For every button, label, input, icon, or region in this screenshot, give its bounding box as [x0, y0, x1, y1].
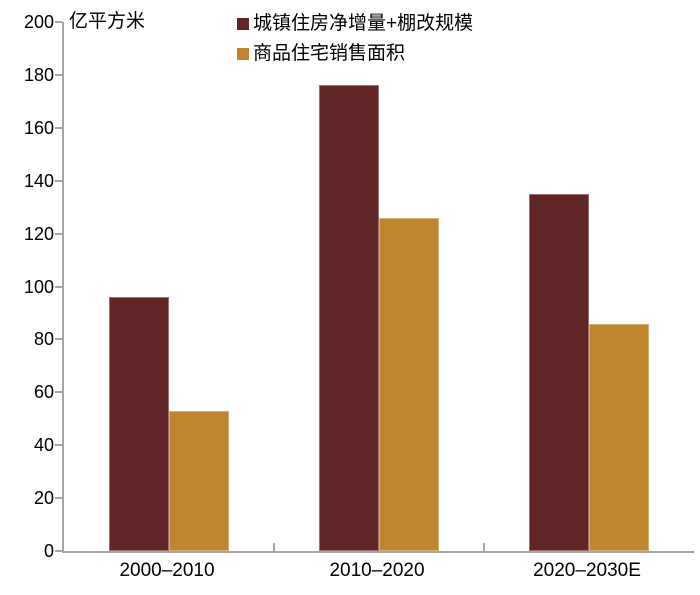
- y-axis-unit-label: 亿平方米: [69, 11, 146, 32]
- y-axis-tick: [55, 550, 62, 552]
- legend-marker-icon: [237, 48, 249, 60]
- y-axis-tick: [55, 232, 62, 235]
- y-axis-tick-label: 160: [23, 117, 54, 138]
- bar-series1-2010–2020: [319, 85, 379, 551]
- x-axis-category-label: 2010–2020: [329, 560, 425, 581]
- legend: 城镇住房净增量+棚改规模 商品住宅销售面积: [237, 13, 473, 73]
- x-axis-category-label: 2020–2030E: [533, 560, 641, 581]
- y-axis-tick: [55, 497, 62, 500]
- bar-series2-2000–2010: [169, 410, 229, 551]
- bar-series2-2020–2030E: [589, 323, 649, 551]
- plot-area: [55, 21, 694, 553]
- y-axis-tick: [55, 21, 62, 23]
- y-axis-tick-label: 0: [43, 541, 54, 561]
- x-axis-category-label: 2000–2010: [119, 560, 215, 581]
- y-axis-tick: [55, 338, 62, 341]
- legend-marker-icon: [237, 18, 249, 30]
- bar-series2-2010–2020: [379, 217, 439, 551]
- y-axis-tick-label: 80: [33, 329, 54, 350]
- y-axis-tick: [55, 126, 62, 129]
- y-axis-tick: [55, 391, 62, 394]
- y-axis-tick: [55, 285, 62, 288]
- x-axis-separator-tick: [483, 543, 485, 551]
- y-axis-tick: [55, 444, 62, 447]
- y-axis-tick-label: 180: [23, 64, 54, 85]
- y-axis-tick-label: 100: [23, 276, 54, 297]
- y-axis-tick-label: 120: [23, 223, 54, 244]
- bar-series1-2000–2010: [109, 297, 169, 551]
- y-axis-tick-label: 200: [23, 12, 54, 32]
- bar-series1-2020–2030E: [529, 193, 589, 551]
- y-axis-tick: [55, 73, 62, 76]
- legend-label: 城镇住房净增量+棚改规模: [253, 13, 474, 34]
- y-axis-tick: [55, 179, 62, 182]
- x-axis-separator-tick: [273, 543, 275, 551]
- legend-item: 商品住宅销售面积: [237, 43, 473, 65]
- y-axis-tick-label: 60: [33, 382, 54, 403]
- y-axis-tick-label: 20: [33, 488, 54, 509]
- legend-item: 城镇住房净增量+棚改规模: [237, 13, 473, 35]
- legend-label: 商品住宅销售面积: [253, 43, 406, 64]
- y-axis-tick-label: 140: [23, 170, 54, 191]
- y-axis-tick-label: 40: [33, 435, 54, 456]
